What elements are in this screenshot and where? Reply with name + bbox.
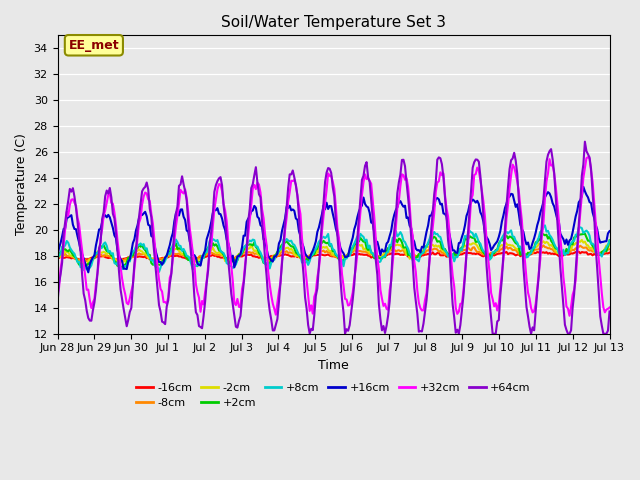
+2cm	[538, 230, 546, 236]
-8cm	[238, 251, 246, 257]
+8cm	[605, 238, 613, 244]
+64cm	[455, 331, 463, 336]
-2cm	[605, 241, 613, 247]
+16cm	[248, 208, 255, 214]
+2cm	[118, 264, 126, 270]
-16cm	[80, 257, 88, 263]
-16cm	[54, 255, 61, 261]
+64cm	[295, 213, 303, 219]
Line: +8cm: +8cm	[58, 226, 609, 272]
-2cm	[83, 263, 91, 269]
+64cm	[581, 139, 589, 144]
+16cm	[123, 266, 131, 272]
Title: Soil/Water Temperature Set 3: Soil/Water Temperature Set 3	[221, 15, 446, 30]
-16cm	[578, 249, 586, 255]
+8cm	[122, 263, 129, 269]
+2cm	[220, 252, 227, 258]
-8cm	[296, 253, 304, 259]
+16cm	[580, 184, 588, 190]
+8cm	[220, 250, 227, 256]
+64cm	[237, 313, 244, 319]
+32cm	[218, 188, 226, 194]
+16cm	[54, 252, 61, 258]
+2cm	[238, 251, 246, 256]
-2cm	[54, 254, 61, 260]
+16cm	[84, 269, 92, 275]
-8cm	[248, 250, 255, 256]
+64cm	[577, 200, 584, 206]
-2cm	[296, 255, 304, 261]
+8cm	[296, 252, 304, 258]
+8cm	[541, 223, 548, 228]
+2cm	[605, 238, 613, 243]
+32cm	[122, 291, 129, 297]
+32cm	[605, 305, 613, 311]
-8cm	[605, 246, 613, 252]
-2cm	[220, 252, 227, 258]
+8cm	[155, 269, 163, 275]
Line: -2cm: -2cm	[58, 240, 609, 266]
-2cm	[577, 239, 584, 245]
-8cm	[220, 253, 227, 259]
+16cm	[220, 223, 227, 228]
-2cm	[248, 242, 255, 248]
Line: +16cm: +16cm	[58, 187, 609, 272]
-16cm	[123, 255, 131, 261]
+16cm	[296, 233, 304, 239]
-8cm	[540, 242, 547, 248]
Text: EE_met: EE_met	[68, 39, 119, 52]
+32cm	[237, 304, 244, 310]
+2cm	[296, 254, 304, 260]
Line: -8cm: -8cm	[58, 245, 609, 263]
+16cm	[605, 228, 613, 234]
+2cm	[248, 241, 255, 247]
+32cm	[566, 313, 573, 319]
+16cm	[577, 197, 584, 203]
+64cm	[605, 309, 613, 314]
+2cm	[578, 231, 586, 237]
+32cm	[54, 292, 61, 298]
-8cm	[578, 244, 586, 250]
-16cm	[220, 254, 227, 260]
Y-axis label: Temperature (C): Temperature (C)	[15, 133, 28, 236]
+32cm	[577, 210, 584, 216]
-8cm	[123, 256, 131, 262]
+64cm	[218, 182, 226, 188]
-16cm	[248, 252, 255, 257]
-16cm	[605, 250, 613, 255]
+8cm	[54, 257, 61, 263]
-2cm	[238, 248, 246, 253]
-8cm	[80, 260, 88, 266]
Legend: -16cm, -8cm, -2cm, +2cm, +8cm, +16cm, +32cm, +64cm: -16cm, -8cm, -2cm, +2cm, +8cm, +16cm, +3…	[132, 378, 535, 412]
-2cm	[123, 259, 131, 265]
X-axis label: Time: Time	[318, 359, 349, 372]
+32cm	[295, 203, 303, 208]
+16cm	[238, 244, 246, 250]
+64cm	[54, 300, 61, 306]
Line: +64cm: +64cm	[58, 142, 609, 334]
Line: -16cm: -16cm	[58, 252, 609, 260]
+2cm	[123, 260, 131, 266]
+32cm	[246, 217, 253, 223]
-2cm	[578, 237, 586, 243]
+8cm	[248, 239, 255, 244]
+64cm	[122, 314, 129, 320]
+32cm	[584, 154, 592, 160]
+8cm	[578, 225, 586, 231]
-16cm	[296, 255, 304, 261]
-16cm	[238, 253, 246, 259]
-8cm	[54, 255, 61, 261]
-16cm	[573, 249, 581, 254]
+64cm	[246, 206, 253, 212]
+2cm	[54, 254, 61, 260]
Line: +2cm: +2cm	[58, 233, 609, 267]
Line: +32cm: +32cm	[58, 157, 609, 316]
+8cm	[238, 249, 246, 255]
